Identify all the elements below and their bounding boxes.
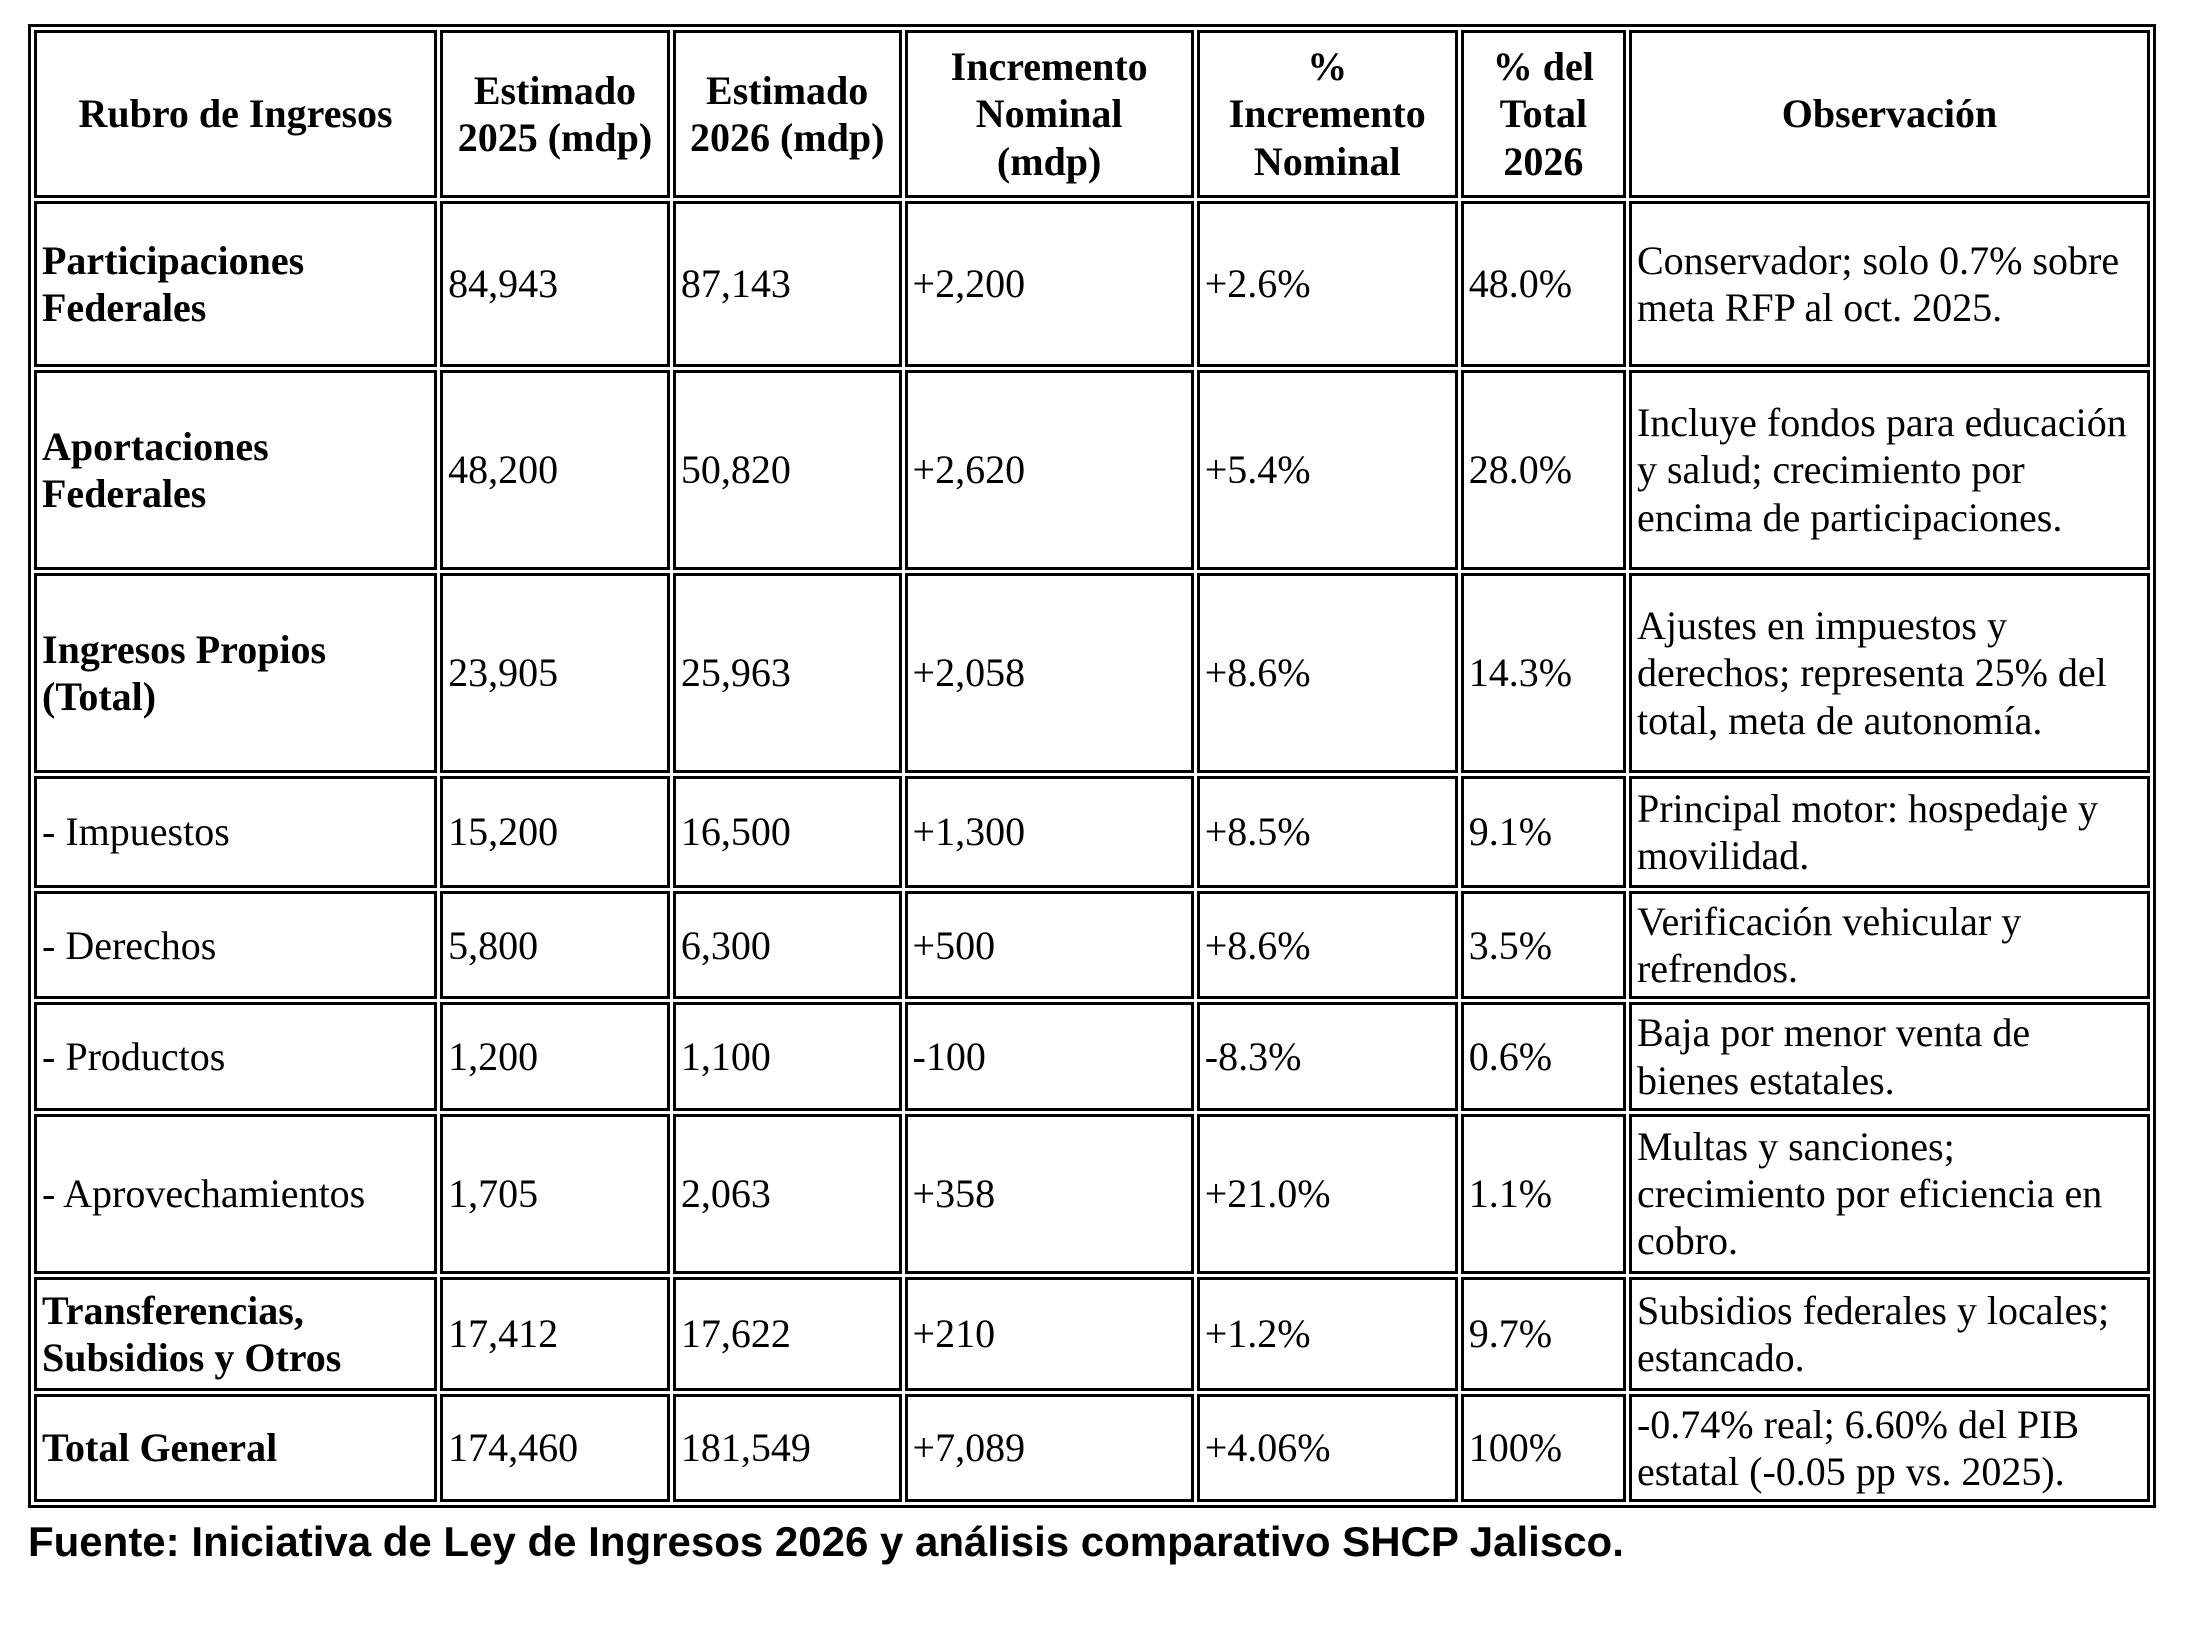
pct-total-cell: 100%: [1460, 1393, 1626, 1503]
estimado-2025-cell: 23,905: [440, 573, 670, 773]
table-row: Total General 174,460 181,549 +7,089 +4.06% 1…: [34, 1393, 2150, 1503]
estimado-2025-cell: 5,800: [440, 891, 670, 1000]
table-row: Ingresos Propios (Total) 23,905 25,963 +2,0…: [34, 573, 2150, 773]
header-row: Rubro de Ingresos Estimado 2025 (mdp) Es…: [34, 30, 2150, 198]
pct-incremento-cell: +8.5%: [1196, 776, 1458, 888]
pct-total-cell: 9.1%: [1460, 776, 1626, 888]
table-row: Aportaciones Federales 48,200 50,820 +2,620…: [34, 370, 2150, 570]
observacion-cell: Subsidios federales y locales; estancado…: [1628, 1276, 2150, 1391]
observacion-cell: Incluye fondos para educación y salud; c…: [1628, 370, 2150, 570]
estimado-2025-cell: 15,200: [440, 776, 670, 888]
pct-total-cell: 14.3%: [1460, 573, 1626, 773]
pct-incremento-cell: +8.6%: [1196, 891, 1458, 1000]
incremento-nominal-cell: +358: [904, 1113, 1194, 1274]
table-row: - Derechos 5,800 6,300 +500 +8.6% 3.5% Verific…: [34, 891, 2150, 1000]
estimado-2026-cell: 16,500: [672, 776, 902, 888]
rubro-cell: - Derechos: [34, 891, 438, 1000]
observacion-cell: Baja por menor venta de bienes estatales…: [1628, 1002, 2150, 1111]
incremento-nominal-cell: +2,200: [904, 201, 1194, 367]
table-row: - Impuestos 15,200 16,500 +1,300 +8.5% 9.1% Pr…: [34, 776, 2150, 888]
pct-incremento-cell: -8.3%: [1196, 1002, 1458, 1111]
estimado-2026-cell: 25,963: [672, 573, 902, 773]
observacion-cell: Conservador; solo 0.7% sobre meta RFP al…: [1628, 201, 2150, 367]
incremento-nominal-cell: +7,089: [904, 1393, 1194, 1503]
incremento-nominal-cell: +2,620: [904, 370, 1194, 570]
estimado-2025-cell: 84,943: [440, 201, 670, 367]
rubro-cell: - Aprovechamientos: [34, 1113, 438, 1274]
source-note: Fuente: Iniciativa de Ley de Ingresos 20…: [28, 1518, 1624, 1566]
estimado-2025-cell: 48,200: [440, 370, 670, 570]
pct-total-cell: 9.7%: [1460, 1276, 1626, 1391]
pct-incremento-cell: +4.06%: [1196, 1393, 1458, 1503]
estimado-2026-cell: 1,100: [672, 1002, 902, 1111]
rubro-cell: Participaciones Federales: [34, 201, 438, 367]
estimado-2026-cell: 6,300: [672, 891, 902, 1000]
estimado-2026-cell: 50,820: [672, 370, 902, 570]
incremento-nominal-cell: +1,300: [904, 776, 1194, 888]
col-header-observacion: Observación: [1628, 30, 2150, 198]
incremento-nominal-cell: +2,058: [904, 573, 1194, 773]
col-header-estimado-2025: Estimado 2025 (mdp): [440, 30, 670, 198]
incremento-nominal-cell: +500: [904, 891, 1194, 1000]
incremento-nominal-cell: -100: [904, 1002, 1194, 1111]
observacion-cell: Verificación vehicular y refrendos.: [1628, 891, 2150, 1000]
table-row: Transferencias, Subsidios y Otros 17,412 1…: [34, 1276, 2150, 1391]
estimado-2025-cell: 174,460: [440, 1393, 670, 1503]
ingresos-comparison-table: Rubro de Ingresos Estimado 2025 (mdp) Es…: [28, 24, 2156, 1509]
pct-incremento-cell: +1.2%: [1196, 1276, 1458, 1391]
estimado-2026-cell: 181,549: [672, 1393, 902, 1503]
observacion-cell: Multas y sanciones; crecimiento por efic…: [1628, 1113, 2150, 1274]
rubro-cell: Aportaciones Federales: [34, 370, 438, 570]
estimado-2025-cell: 1,200: [440, 1002, 670, 1111]
pct-incremento-cell: +21.0%: [1196, 1113, 1458, 1274]
estimado-2026-cell: 87,143: [672, 201, 902, 367]
col-header-rubro-de-ingresos: Rubro de Ingresos: [34, 30, 438, 198]
estimado-2026-cell: 2,063: [672, 1113, 902, 1274]
estimado-2025-cell: 17,412: [440, 1276, 670, 1391]
table-row: - Aprovechamientos 1,705 2,063 +358 +21.0% 1.…: [34, 1113, 2150, 1274]
table-row: - Productos 1,200 1,100 -100 -8.3% 0.6% Baja p…: [34, 1002, 2150, 1111]
pct-total-cell: 48.0%: [1460, 201, 1626, 367]
pct-incremento-cell: +2.6%: [1196, 201, 1458, 367]
col-header-pct-del-total-2026: % del Total 2026: [1460, 30, 1626, 198]
rubro-cell: Transferencias, Subsidios y Otros: [34, 1276, 438, 1391]
estimado-2026-cell: 17,622: [672, 1276, 902, 1391]
estimado-2025-cell: 1,705: [440, 1113, 670, 1274]
col-header-estimado-2026: Estimado 2026 (mdp): [672, 30, 902, 198]
observacion-cell: -0.74% real; 6.60% del PIB estatal (-0.0…: [1628, 1393, 2150, 1503]
pct-incremento-cell: +5.4%: [1196, 370, 1458, 570]
rubro-cell: - Productos: [34, 1002, 438, 1111]
table-body: Participaciones Federales 84,943 87,143 +2,…: [34, 201, 2150, 1503]
table-row: Participaciones Federales 84,943 87,143 +2,…: [34, 201, 2150, 367]
rubro-cell: - Impuestos: [34, 776, 438, 888]
incremento-nominal-cell: +210: [904, 1276, 1194, 1391]
rubro-cell: Ingresos Propios (Total): [34, 573, 438, 773]
pct-total-cell: 28.0%: [1460, 370, 1626, 570]
observacion-cell: Principal motor: hospedaje y movilidad.: [1628, 776, 2150, 888]
col-header-pct-incremento-nominal: % Incremento Nominal: [1196, 30, 1458, 198]
observacion-cell: Ajustes en impuestos y derechos; represe…: [1628, 573, 2150, 773]
pct-total-cell: 3.5%: [1460, 891, 1626, 1000]
pct-total-cell: 1.1%: [1460, 1113, 1626, 1274]
col-header-incremento-nominal: Incremento Nominal (mdp): [904, 30, 1194, 198]
rubro-cell: Total General: [34, 1393, 438, 1503]
pct-total-cell: 0.6%: [1460, 1002, 1626, 1111]
pct-incremento-cell: +8.6%: [1196, 573, 1458, 773]
